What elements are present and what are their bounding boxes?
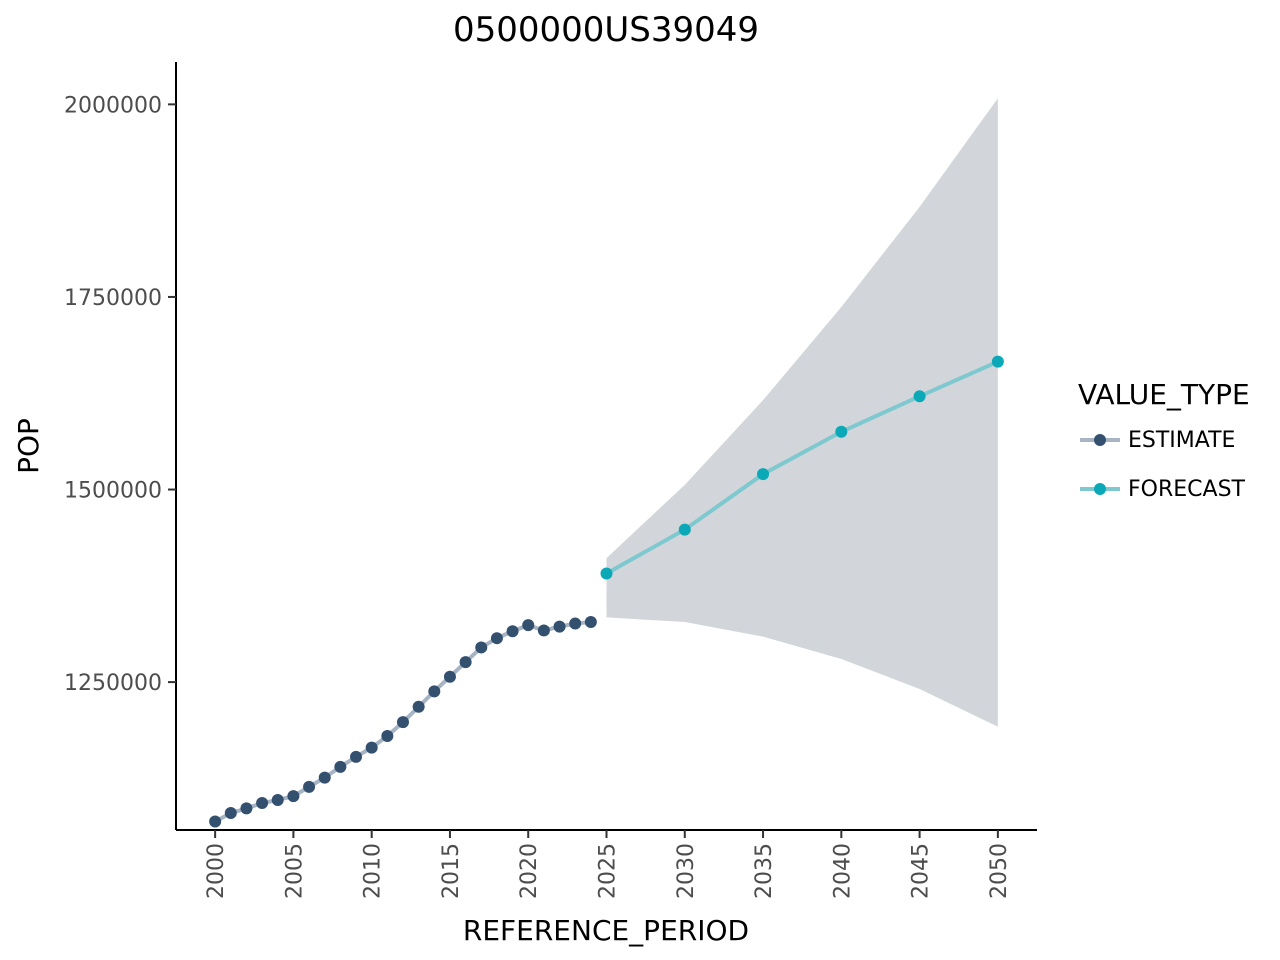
data-point-forecast-2025	[600, 567, 613, 580]
data-point-estimate-2010	[365, 741, 378, 754]
x-tick-label-2030: 2030	[674, 843, 699, 899]
x-axis-title: REFERENCE_PERIOD	[463, 914, 749, 947]
data-point-estimate-2019	[506, 625, 519, 638]
data-point-estimate-2009	[350, 750, 363, 763]
data-point-forecast-2045	[913, 390, 926, 403]
data-point-estimate-2003	[256, 797, 269, 810]
data-point-estimate-2015	[443, 670, 456, 683]
legend-key-point-forecast	[1094, 483, 1106, 495]
x-tick-label-2040: 2040	[830, 843, 855, 899]
data-point-estimate-2021	[537, 624, 550, 637]
data-point-forecast-2040	[835, 425, 848, 438]
data-point-estimate-2000	[209, 815, 222, 828]
data-point-estimate-2011	[381, 730, 394, 743]
y-tick-label-1750000: 1750000	[64, 286, 162, 311]
y-tick-label-1250000: 1250000	[64, 671, 162, 696]
data-point-estimate-2004	[271, 793, 284, 806]
x-tick-label-2045: 2045	[909, 843, 934, 899]
x-tick-label-2050: 2050	[987, 843, 1012, 899]
data-point-forecast-2030	[678, 523, 691, 536]
data-point-estimate-2024	[584, 616, 597, 629]
x-axis-ticks: 2000 2005 2010 2015 2020 2025 2030 2035 2040 2045…	[204, 830, 1012, 899]
legend-item-forecast: FORECAST	[1080, 477, 1246, 502]
y-tick-label-2000000: 2000000	[64, 93, 162, 118]
x-tick-label-2035: 2035	[752, 843, 777, 899]
forecast-interval-band	[606, 98, 998, 727]
data-point-estimate-2014	[428, 685, 441, 698]
legend-label-estimate: ESTIMATE	[1128, 428, 1235, 453]
data-point-estimate-2023	[569, 617, 582, 630]
y-tick-label-1500000: 1500000	[64, 479, 162, 504]
chart-title: 0500000US39049	[453, 10, 759, 50]
data-point-forecast-2050	[991, 355, 1004, 368]
legend-item-estimate: ESTIMATE	[1080, 428, 1235, 453]
x-tick-label-2010: 2010	[361, 843, 386, 899]
data-point-estimate-2013	[412, 700, 425, 713]
data-point-estimate-2006	[303, 780, 316, 793]
data-point-estimate-2007	[318, 771, 331, 784]
data-point-estimate-2001	[224, 807, 237, 820]
data-point-estimate-2020	[522, 619, 535, 632]
data-point-estimate-2022	[553, 620, 566, 633]
data-point-estimate-2005	[287, 790, 300, 803]
plot-area	[209, 98, 1004, 828]
legend-label-forecast: FORECAST	[1128, 477, 1246, 502]
data-point-estimate-2008	[334, 760, 347, 773]
x-tick-label-2020: 2020	[517, 843, 542, 899]
data-point-estimate-2016	[459, 656, 472, 669]
data-point-estimate-2017	[475, 641, 488, 654]
x-tick-label-2015: 2015	[439, 843, 464, 899]
data-point-estimate-2012	[396, 716, 409, 729]
data-point-estimate-2018	[490, 632, 503, 645]
x-tick-label-2000: 2000	[204, 843, 229, 899]
series-line-forecast	[605, 359, 999, 576]
x-tick-label-2005: 2005	[282, 843, 307, 899]
legend-key-point-estimate	[1094, 434, 1106, 446]
data-point-estimate-2002	[240, 802, 253, 815]
data-point-forecast-2035	[757, 468, 770, 481]
legend: VALUE_TYPE ESTIMATE FORECAST	[1078, 378, 1250, 502]
legend-title: VALUE_TYPE	[1078, 378, 1250, 411]
x-tick-label-2025: 2025	[596, 843, 621, 899]
y-axis-title: POP	[12, 418, 45, 474]
y-axis-ticks: 1250000 1500000 1750000 2000000	[64, 93, 176, 696]
